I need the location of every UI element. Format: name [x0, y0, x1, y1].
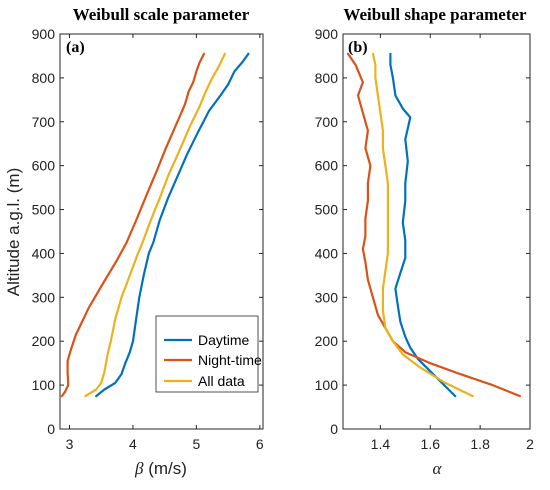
y-tick-label: 300 [315, 289, 339, 305]
alpha-symbol: α [433, 459, 443, 478]
panel-b-y-ticks: 0 100 200 300 400 500 600 700 800 900 [315, 26, 530, 437]
y-tick-label: 800 [32, 70, 56, 86]
x-tick-label: 1.4 [371, 436, 391, 452]
y-tick-label: 400 [32, 245, 56, 261]
series-line-all-data [371, 52, 474, 398]
x-tick-label: 3 [66, 436, 74, 452]
y-tick-label: 500 [315, 202, 339, 218]
panel-a-label: (a) [66, 39, 85, 56]
y-tick-label: 600 [32, 158, 56, 174]
y-tick-label: 500 [32, 202, 56, 218]
x-tick-label: 4 [129, 436, 137, 452]
series-line-night-time [346, 52, 522, 398]
panel-b-x-axis-label: α [433, 459, 443, 478]
y-tick-label: 300 [32, 289, 56, 305]
panel-b-plot-area [342, 33, 531, 430]
y-tick-label: 700 [32, 114, 56, 130]
y-tick-label: 200 [315, 333, 339, 349]
legend: Daytime Night-time All data [155, 315, 262, 393]
y-tick-label: 0 [330, 421, 338, 437]
panel-a-x-ticks: 3 4 5 6 [66, 34, 264, 452]
series-line-all-data [84, 52, 226, 398]
legend-label-daytime: Daytime [198, 332, 250, 348]
panel-a-y-axis-label: Altitude a.g.l. (m) [4, 168, 23, 297]
x-tick-label: 5 [192, 436, 200, 452]
beta-unit: (m/s) [144, 459, 187, 478]
series-line-daytime [95, 52, 250, 398]
y-tick-label: 800 [315, 70, 339, 86]
panel-b-label: (b) [348, 39, 368, 56]
x-tick-label: 1.6 [421, 436, 441, 452]
y-tick-label: 100 [32, 377, 56, 393]
series-line-night-time [60, 52, 206, 398]
y-tick-label: 100 [315, 377, 339, 393]
y-tick-label: 400 [315, 245, 339, 261]
panel-b-title: Weibull shape parameter [343, 5, 527, 24]
panel-a-plot-area [59, 33, 264, 430]
y-tick-label: 0 [47, 421, 55, 437]
x-tick-label: 2 [526, 436, 534, 452]
y-tick-label: 200 [32, 333, 56, 349]
y-tick-label: 600 [315, 158, 339, 174]
legend-label-all-data: All data [198, 373, 245, 389]
legend-label-night-time: Night-time [198, 352, 262, 368]
panel-b-shape-parameter: Weibull shape parameter (b) 0 100 200 300 40… [315, 5, 534, 478]
beta-symbol: β [134, 459, 144, 478]
panel-a-x-axis-label: β (m/s) [134, 459, 187, 478]
y-tick-label: 700 [315, 114, 339, 130]
panel-b-x-ticks: 1.4 1.6 1.8 2 [371, 34, 534, 452]
x-tick-label: 6 [256, 436, 264, 452]
panel-a-scale-parameter: Weibull scale parameter (a) 0 100 200 300 40… [4, 5, 264, 478]
panel-b-series [346, 52, 522, 398]
x-tick-label: 1.8 [470, 436, 490, 452]
y-tick-label: 900 [315, 26, 339, 42]
panel-a-y-ticks: 0 100 200 300 400 500 600 700 800 900 [32, 26, 263, 437]
series-line-daytime [389, 52, 457, 398]
panel-a-title: Weibull scale parameter [73, 5, 250, 24]
legend-box [155, 315, 259, 393]
y-tick-label: 900 [32, 26, 56, 42]
panel-a-series [60, 52, 250, 398]
